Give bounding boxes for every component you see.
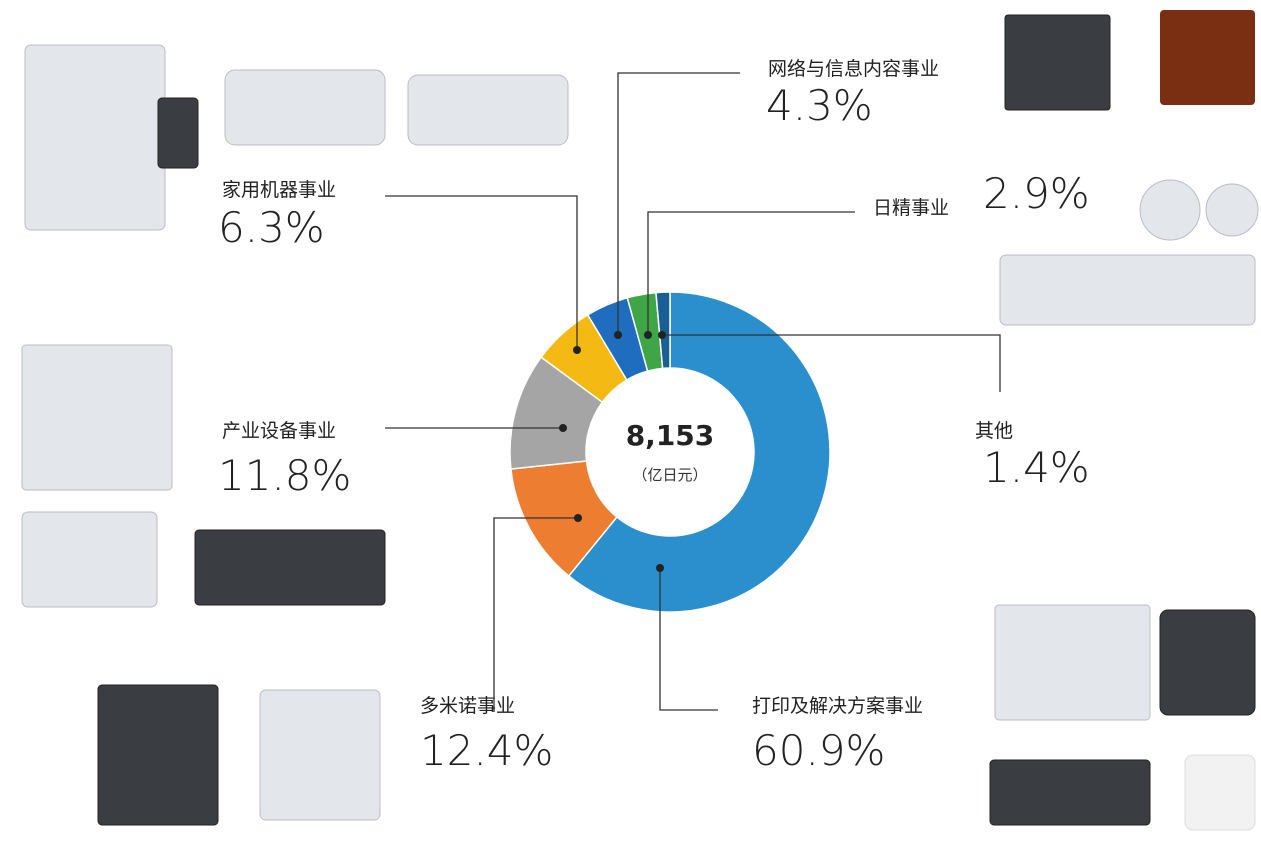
segment-name: 打印及解决方案事业 bbox=[752, 695, 923, 717]
segment-value: 6.3% bbox=[218, 203, 325, 252]
segment-name: 日精事业 bbox=[873, 197, 949, 219]
segment-value: 11.8% bbox=[218, 451, 351, 500]
segment-name: 网络与信息内容事业 bbox=[768, 58, 939, 80]
leader-dot bbox=[559, 424, 567, 432]
segment-name: 家用机器事业 bbox=[222, 179, 336, 201]
chart: 打印及解决方案事业 60.9% 多米诺事业 12.4% 产业设备事业 11.8% 家用机器事… bbox=[0, 0, 1261, 845]
leader-dot bbox=[614, 331, 622, 339]
leader-dot bbox=[658, 331, 666, 339]
segment-value: 12.4% bbox=[420, 726, 553, 775]
leader-line bbox=[385, 196, 577, 350]
segment-name: 其他 bbox=[975, 420, 1013, 442]
leader-dot bbox=[574, 514, 582, 522]
leader-dot bbox=[573, 346, 581, 354]
segment-name: 多米诺事业 bbox=[420, 695, 515, 717]
center-total: 8,153 bbox=[626, 419, 715, 452]
leader-dot bbox=[644, 331, 652, 339]
segment-value: 4.3% bbox=[766, 81, 873, 130]
center-unit: （亿日元） bbox=[632, 466, 707, 484]
segment-value: 60.9% bbox=[752, 726, 885, 775]
segment-value: 1.4% bbox=[983, 443, 1090, 492]
segment-name: 产业设备事业 bbox=[222, 420, 336, 442]
leader-dot bbox=[656, 564, 664, 572]
segment-value: 2.9% bbox=[983, 169, 1090, 218]
